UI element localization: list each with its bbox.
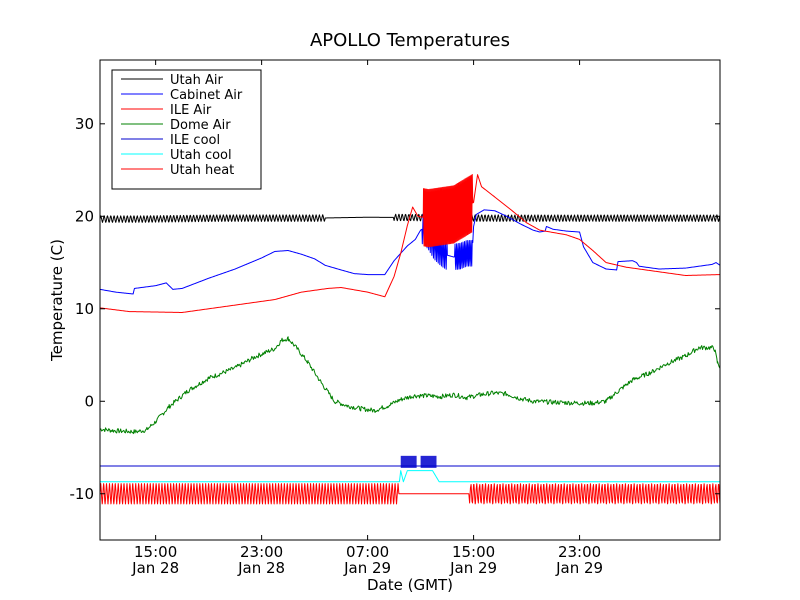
- x-tick-label-date: Jan 29: [555, 559, 603, 577]
- x-axis-label: Date (GMT): [367, 576, 453, 594]
- y-tick-label: 30: [75, 115, 94, 133]
- x-tick-label-time: 15:00: [134, 543, 177, 561]
- x-tick-label-date: Jan 28: [237, 559, 285, 577]
- cooling-block: [400, 455, 417, 468]
- series-dome-air: [99, 336, 721, 435]
- legend-label: Utah cool: [170, 148, 232, 163]
- series-line: [99, 336, 721, 435]
- series-utah-cool: [100, 470, 720, 483]
- y-tick-label: 0: [84, 392, 94, 410]
- series-utah-heat: [99, 483, 721, 505]
- chart-title: APOLLO Temperatures: [310, 30, 510, 51]
- legend-label: Cabinet Air: [170, 88, 243, 103]
- legend-label: ILE cool: [170, 133, 220, 148]
- plot-area: [99, 174, 721, 505]
- legend-label: Utah Air: [170, 73, 223, 88]
- x-tick-label-time: 23:00: [240, 543, 283, 561]
- x-tick-label-time: 07:00: [346, 543, 389, 561]
- y-axis-label: Temperature (C): [48, 239, 66, 362]
- x-tick-label-date: Jan 29: [343, 559, 391, 577]
- x-tick-label-date: Jan 28: [131, 559, 179, 577]
- series-ile-cool: [100, 455, 720, 468]
- cooling-block: [420, 455, 437, 468]
- series-line: [100, 470, 720, 483]
- series-line: [99, 483, 721, 505]
- x-tick-label-time: 23:00: [558, 543, 601, 561]
- legend-label: Dome Air: [170, 118, 231, 133]
- plot-frame: [99, 59, 721, 541]
- series-ile-air: [99, 174, 721, 313]
- x-tick-label-time: 15:00: [452, 543, 495, 561]
- y-tick-label: 20: [75, 207, 94, 225]
- legend-label: Utah heat: [170, 163, 234, 178]
- legend-label: ILE Air: [170, 103, 212, 118]
- y-tick-label: -10: [70, 485, 95, 503]
- x-tick-label-date: Jan 29: [449, 559, 497, 577]
- y-tick-label: 10: [75, 300, 94, 318]
- series-line: [99, 174, 721, 313]
